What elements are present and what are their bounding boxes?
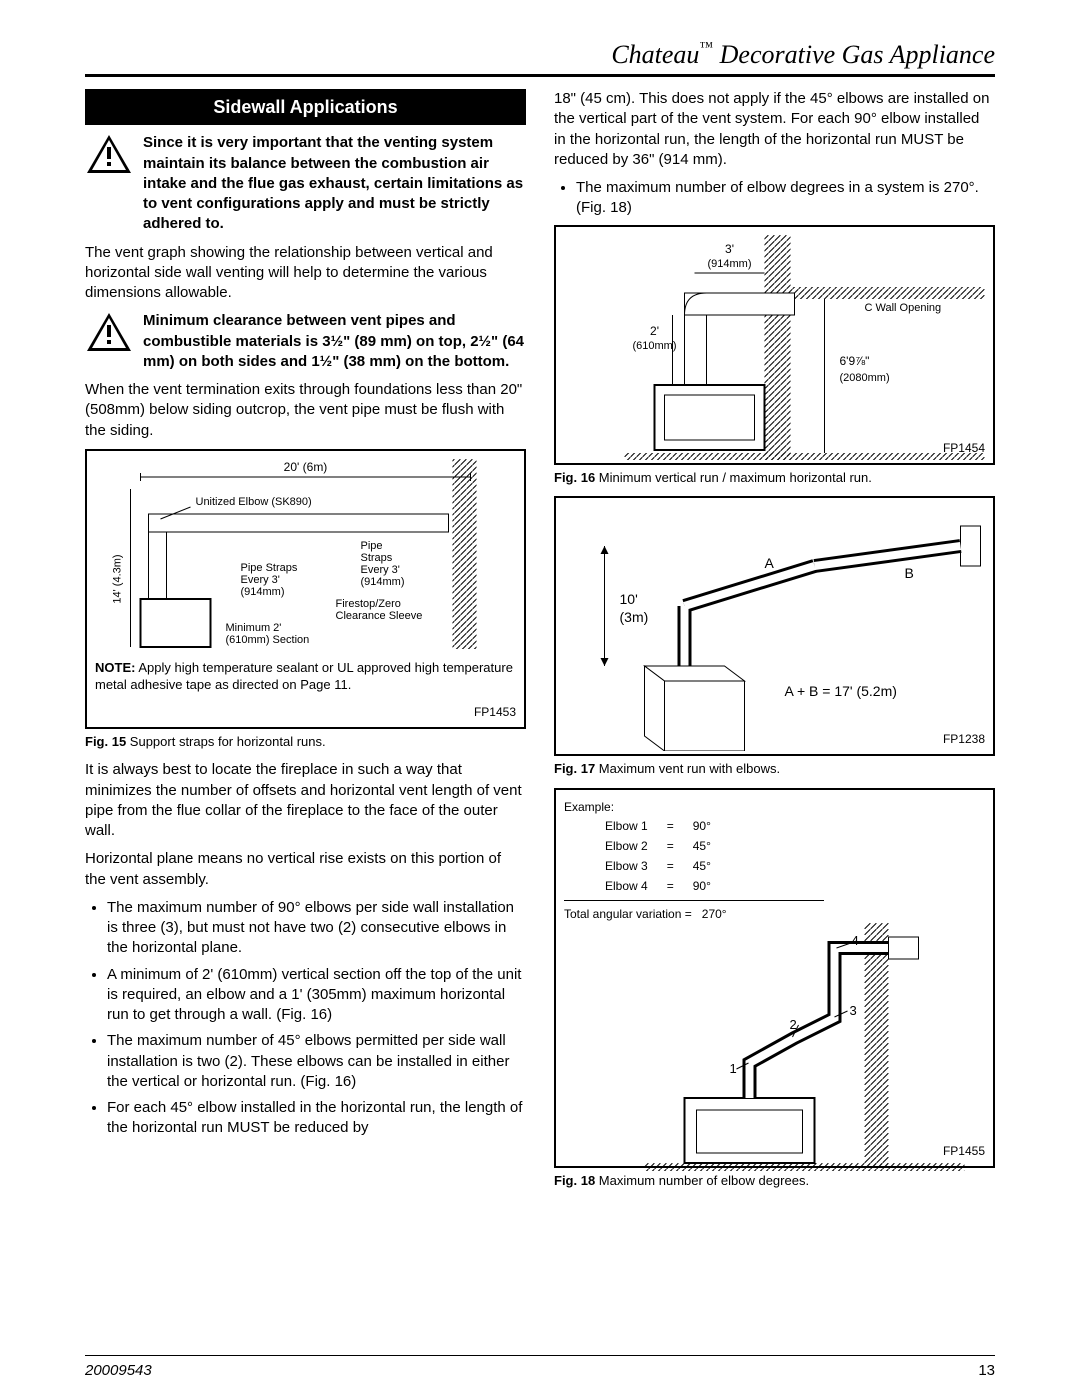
figure-15-box: 20' (6m) 14' (4.3m) Unitized Elbow (S [85,449,526,729]
product-suffix: Decorative Gas Appliance [713,40,995,69]
bullet-item: The maximum number of 90° elbows per sid… [107,898,526,959]
svg-text:(2080mm): (2080mm) [840,372,890,384]
page-footer: 20009543 13 [85,1355,995,1379]
figure-15-caption: Fig. 15 Support straps for horizontal ru… [85,733,526,751]
bullet-list: The maximum number of 90° elbows per sid… [85,898,526,1139]
paragraph-4: Horizontal plane means no vertical rise … [85,849,526,890]
total-value: 270° [702,907,727,921]
figure-17-box: 10' (3m) A B A + B = 17' (5.2m) FP1238 [554,496,995,756]
figure-18-box: Example: Elbow 1=90° Elbow 2=45° Elbow 3… [554,788,995,1168]
table-row: Elbow 2=45° [604,836,712,856]
svg-text:Unitized Elbow (SK890): Unitized Elbow (SK890) [196,496,312,508]
svg-text:6'9⅞": 6'9⅞" [840,354,870,368]
figure-17-fp: FP1238 [943,732,985,748]
svg-text:Firestop/ZeroClearance Sleeve: Firestop/ZeroClearance Sleeve [336,598,423,622]
page-number: 13 [978,1362,995,1379]
example-label: Example: [564,800,614,814]
bullet-item: The maximum number of elbow degrees in a… [576,178,995,219]
svg-text:(610mm): (610mm) [632,340,676,352]
continuation-para: 18" (45 cm). This does not apply if the … [554,89,995,170]
figure-16-fp: FP1454 [943,441,985,457]
svg-text:C Wall Opening: C Wall Opening [865,302,942,314]
product-name: Chateau [611,40,699,69]
svg-text:2': 2' [650,324,659,338]
right-column: 18" (45 cm). This does not apply if the … [554,89,995,1199]
table-row: Elbow 1=90° [604,816,712,836]
note-text: Apply high temperature sealant or UL app… [95,660,513,692]
warning-icon [85,311,133,372]
warning-1-text: Since it is very important that the vent… [143,133,526,234]
svg-text:3': 3' [725,242,734,256]
warning-icon [85,133,133,234]
figure-16-caption: Fig. 16 Minimum vertical run / maximum h… [554,469,995,487]
svg-text:4: 4 [852,933,859,948]
svg-text:A: A [765,555,775,571]
svg-text:20' (6m): 20' (6m) [284,460,328,474]
svg-text:(3m): (3m) [620,609,649,625]
svg-text:(914mm): (914mm) [707,258,751,270]
page: Chateau™ Decorative Gas Appliance Sidewa… [0,0,1080,1397]
svg-text:1: 1 [730,1061,737,1076]
warning-2: Minimum clearance between vent pipes and… [85,311,526,372]
doc-number: 20009543 [85,1362,152,1379]
table-row: Elbow 3=45° [604,856,712,876]
paragraph-2: When the vent termination exits through … [85,380,526,441]
svg-text:Minimum 2'(610mm) Section: Minimum 2'(610mm) Section [226,622,310,646]
svg-text:B: B [905,565,914,581]
figure-18-example: Example: Elbow 1=90° Elbow 2=45° Elbow 3… [564,798,985,923]
warning-2-text: Minimum clearance between vent pipes and… [143,311,526,372]
figure-15-note: NOTE: Apply high temperature sealant or … [95,660,516,694]
figure-17-diagram: 10' (3m) A B A + B = 17' (5.2m) [564,506,985,751]
figure-18-diagram: 1 2 3 4 [564,923,985,1173]
figure-17-caption: Fig. 17 Maximum vent run with elbows. [554,760,995,778]
figure-15-diagram: 20' (6m) 14' (4.3m) Unitized Elbow (S [95,459,516,649]
content-columns: Sidewall Applications Since it is very i… [85,89,995,1199]
bullet-item: The maximum number of 45° elbows permitt… [107,1031,526,1092]
bullet-list-right: The maximum number of elbow degrees in a… [554,178,995,219]
svg-text:3: 3 [850,1003,857,1018]
note-bold: NOTE: [95,660,135,675]
figure-15-fp: FP1453 [474,705,516,721]
bullet-item: For each 45° elbow installed in the hori… [107,1098,526,1139]
figure-16-box: 3' (914mm) 2' (610mm) C Wall Opening 6'9… [554,225,995,465]
paragraph-1: The vent graph showing the relationship … [85,243,526,304]
svg-text:Pipe StrapsEvery 3'(914mm): Pipe StrapsEvery 3'(914mm) [241,562,298,598]
svg-text:PipeStrapsEvery 3'(914mm): PipeStrapsEvery 3'(914mm) [361,540,405,588]
paragraph-3: It is always best to locate the fireplac… [85,760,526,841]
section-title: Sidewall Applications [85,89,526,125]
elbow-table: Elbow 1=90° Elbow 2=45° Elbow 3=45° Elbo… [604,816,712,896]
figure-18-fp: FP1455 [943,1144,985,1160]
svg-text:14' (4.3m): 14' (4.3m) [112,554,124,603]
warning-1: Since it is very important that the vent… [85,133,526,234]
page-header: Chateau™ Decorative Gas Appliance [85,40,995,77]
svg-text:10': 10' [620,591,638,607]
figure-16-diagram: 3' (914mm) 2' (610mm) C Wall Opening 6'9… [564,235,985,460]
trademark: ™ [699,40,713,55]
svg-text:A + B = 17' (5.2m): A + B = 17' (5.2m) [785,683,897,699]
total-label: Total angular variation = [564,907,692,921]
table-row: Elbow 4=90° [604,876,712,896]
left-column: Sidewall Applications Since it is very i… [85,89,526,1199]
bullet-item: A minimum of 2' (610mm) vertical section… [107,965,526,1026]
